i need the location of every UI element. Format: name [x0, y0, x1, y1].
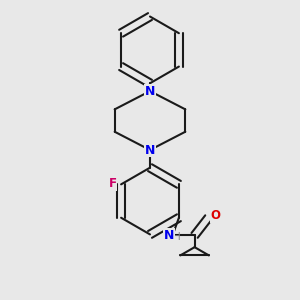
Text: F: F [109, 177, 116, 190]
Text: H: H [173, 232, 181, 242]
Text: N: N [145, 85, 155, 98]
Text: N: N [164, 229, 174, 242]
Text: O: O [210, 209, 220, 222]
Text: N: N [145, 143, 155, 157]
